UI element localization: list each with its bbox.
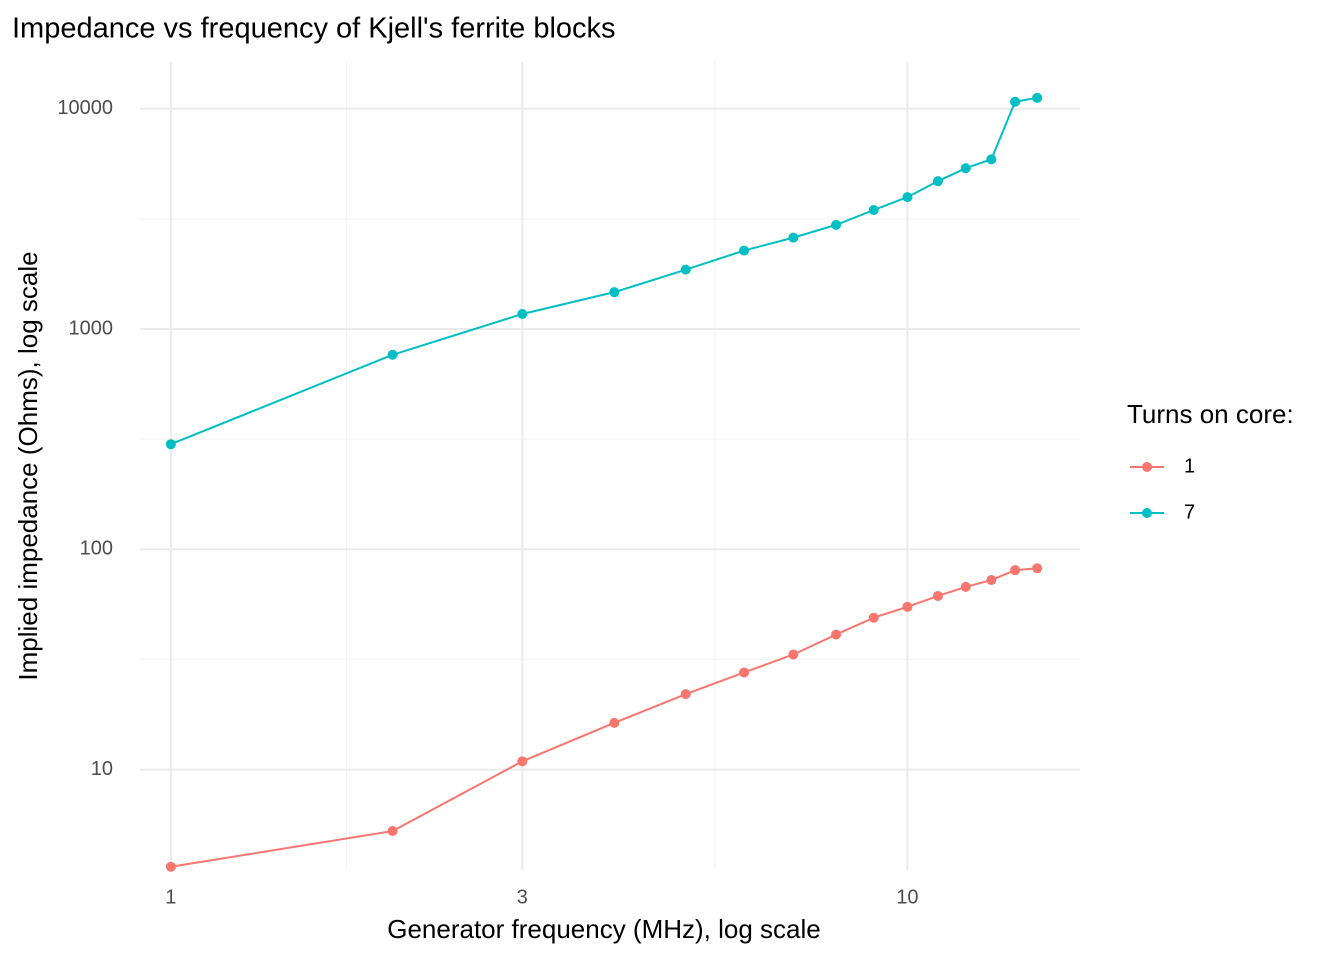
chart-title: Impedance vs frequency of Kjell's ferrit… <box>12 13 616 45</box>
data-point <box>831 219 842 230</box>
data-point <box>868 204 879 215</box>
data-point <box>739 245 750 256</box>
data-point <box>387 826 398 837</box>
data-point <box>788 649 799 660</box>
y-tick-label: 100 <box>80 538 113 560</box>
data-point <box>1032 563 1043 574</box>
legend-label: 7 <box>1184 501 1195 523</box>
data-point <box>868 612 879 623</box>
data-point <box>517 756 528 767</box>
data-point <box>680 264 691 275</box>
data-point <box>739 667 750 678</box>
data-point <box>680 689 691 700</box>
data-point <box>960 163 971 174</box>
legend-swatch <box>1142 462 1152 472</box>
data-point <box>902 601 913 612</box>
data-point <box>788 232 799 243</box>
legend-label: 1 <box>1184 455 1195 477</box>
data-point <box>932 590 943 601</box>
x-tick-label: 10 <box>896 886 918 908</box>
data-point <box>1032 92 1043 103</box>
x-tick-label: 1 <box>165 886 176 908</box>
legend-title: Turns on core: <box>1127 399 1294 429</box>
data-point <box>1010 96 1021 107</box>
legend-swatch <box>1142 508 1152 518</box>
data-point <box>1010 565 1021 576</box>
data-point <box>902 192 913 203</box>
x-axis-title: Generator frequency (MHz), log scale <box>387 914 821 944</box>
data-point <box>831 629 842 640</box>
data-point <box>165 861 176 872</box>
y-axis-title: Implied impedance (Ohms), log scale <box>13 251 43 680</box>
data-point <box>986 154 997 165</box>
data-point <box>932 176 943 187</box>
y-tick-label: 1000 <box>69 317 114 339</box>
data-point <box>165 439 176 450</box>
y-tick-label: 10 <box>91 758 113 780</box>
x-tick-label: 3 <box>517 886 528 908</box>
data-point <box>609 717 620 728</box>
data-point <box>960 581 971 592</box>
data-point <box>609 287 620 298</box>
y-tick-label: 10000 <box>57 97 113 119</box>
data-point <box>986 575 997 586</box>
data-point <box>517 308 528 319</box>
data-point <box>387 349 398 360</box>
